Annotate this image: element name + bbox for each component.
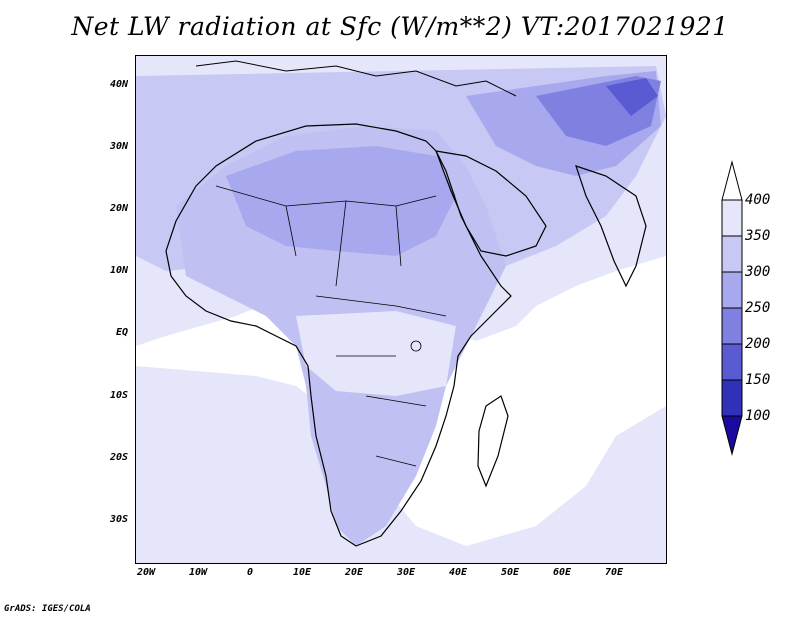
lat-label-20s: 20S <box>109 452 128 463</box>
colorbar-box-250-300 <box>721 271 743 309</box>
colorbar-box-350-400 <box>721 199 743 237</box>
lon-label-20w: 20W <box>136 567 156 578</box>
lon-label-10w: 10W <box>188 567 208 578</box>
lon-label-50e: 50E <box>500 567 520 578</box>
colorbar-label-150: 150 <box>745 372 771 388</box>
grads-credit: GrADS: IGES/COLA <box>4 604 91 614</box>
lat-label-10s: 10S <box>109 390 128 401</box>
lat-label-40n: 40N <box>109 79 128 90</box>
africa-coastline <box>165 123 512 547</box>
lon-label-20e: 20E <box>344 567 364 578</box>
colorbar-label-250: 250 <box>745 300 771 316</box>
lat-label-30n: 30N <box>109 141 128 152</box>
field-region-equatorial <box>296 311 456 396</box>
lon-label-70e: 70E <box>604 567 624 578</box>
field-region-250-300-sahara <box>226 146 456 256</box>
lon-label-0: 0 <box>246 567 254 578</box>
lat-label-20n: 20N <box>109 203 128 214</box>
europe-coastline <box>195 60 517 97</box>
radiation-field-map <box>136 56 666 563</box>
colorbar-arrow-bottom <box>721 415 743 456</box>
lake-victoria <box>410 340 422 352</box>
lon-label-10e: 10E <box>292 567 312 578</box>
field-region-150-200 <box>606 78 658 116</box>
arabia-coastline <box>435 150 547 257</box>
colorbar-box-300-350 <box>721 235 743 273</box>
lat-label-eq: EQ <box>115 327 128 338</box>
colorbar-label-400: 400 <box>745 192 771 208</box>
colorbar-label-100: 100 <box>745 408 771 424</box>
map-title: Net LW radiation at Sfc (W/m**2) VT:2017… <box>71 12 729 41</box>
colorbar-box-200-250 <box>721 307 743 345</box>
madagascar-coastline <box>477 395 509 488</box>
field-region-350-400-south <box>136 366 666 563</box>
map-plot-area <box>135 55 667 564</box>
colorbar-label-200: 200 <box>745 336 771 352</box>
lon-label-40e: 40E <box>448 567 468 578</box>
lon-label-30e: 30E <box>396 567 416 578</box>
lon-label-60e: 60E <box>552 567 572 578</box>
lat-label-10n: 10N <box>109 265 128 276</box>
lat-label-30s: 30S <box>109 514 128 525</box>
country-borders <box>215 185 447 467</box>
india-coastline <box>575 165 647 288</box>
colorbar-label-300: 300 <box>745 264 771 280</box>
colorbar-box-100-150 <box>721 379 743 417</box>
colorbar-label-350: 350 <box>745 228 771 244</box>
colorbar <box>721 160 743 456</box>
colorbar-arrow-top <box>721 160 743 201</box>
colorbar-box-150-200 <box>721 343 743 381</box>
